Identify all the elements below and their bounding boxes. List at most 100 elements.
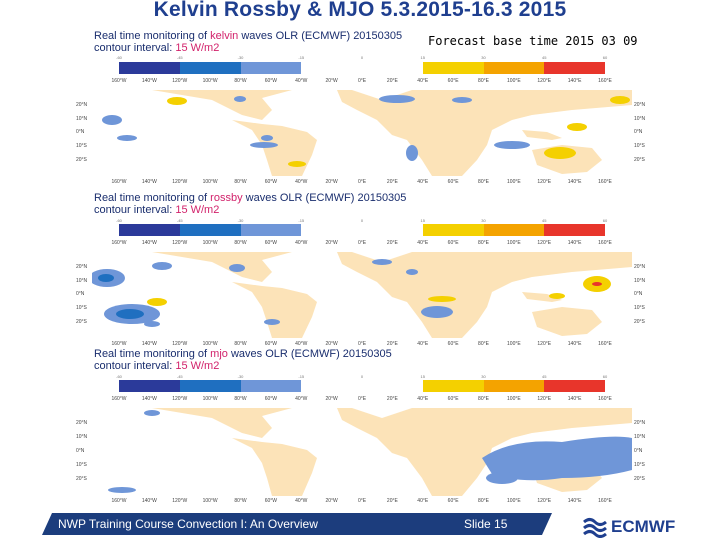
- colorbar-segment: [240, 380, 302, 392]
- olr-anomaly: [567, 123, 587, 131]
- olr-anomaly: [229, 264, 245, 272]
- colorbar-tick-label: 15: [420, 55, 425, 60]
- lon-tick-label: 100°E: [507, 240, 521, 246]
- panel-title-suffix: waves OLR (ECMWF) 20150305: [242, 192, 407, 204]
- land-area: [532, 307, 602, 336]
- colorbar-tick-label: -60: [116, 374, 122, 379]
- panel-title-suffix: waves OLR (ECMWF) 20150305: [238, 30, 403, 42]
- lon-tick-label: 60°W: [264, 341, 278, 347]
- colorbar-tick-label: 45: [542, 218, 547, 223]
- lat-axis-left-kelvin: 20°N 10°N 0°N 10°S 20°S: [74, 92, 92, 176]
- lon-tick-label: 120°E: [537, 240, 552, 246]
- lat-tick-label: 20°N: [634, 102, 646, 109]
- colorbar-tick-label: -30: [237, 218, 244, 223]
- lon-tick-label: 80°E: [478, 498, 489, 504]
- lon-tick-label: 160°E: [598, 240, 612, 246]
- olr-anomaly: [102, 115, 122, 125]
- olr-anomaly: [486, 472, 518, 484]
- panel-title-prefix: Real time monitoring of: [94, 192, 211, 204]
- lat-tick-label: 20°S: [634, 156, 645, 163]
- lat-tick-label: 20°S: [76, 156, 87, 163]
- lon-axis-bottom-kelvin: 160°W 140°W 120°W 100°W 80°W 60°W 40°W 20°W 0°E 2…: [92, 179, 632, 189]
- lat-tick-label: 0°N: [634, 291, 643, 298]
- colorbar-segment: [301, 380, 362, 392]
- lon-tick-label: 140°E: [567, 78, 582, 84]
- panel-title-suffix: waves OLR (ECMWF) 20150305: [227, 348, 392, 360]
- lon-tick-label: 60°E: [447, 179, 459, 185]
- lon-tick-label: 60°E: [447, 396, 459, 402]
- lon-tick-label: 20°E: [386, 341, 398, 347]
- lon-tick-label: 20°E: [386, 396, 398, 402]
- lon-tick-label: 80°W: [234, 341, 247, 347]
- olr-anomaly: [144, 410, 160, 416]
- lon-tick-label: 160°E: [598, 179, 612, 185]
- lat-tick-label: 20°S: [76, 318, 87, 325]
- colorbar-segment: [301, 224, 362, 236]
- lon-tick-label: 100°W: [202, 179, 218, 185]
- wave-kind-rossby: rossby: [210, 192, 243, 204]
- lon-tick-label: 40°W: [295, 498, 308, 504]
- olr-anomaly: [234, 96, 246, 102]
- wave-kind-kelvin: kelvin: [210, 30, 239, 42]
- colorbar-tick-label: 30: [481, 218, 486, 223]
- lat-tick-label: 0°N: [76, 129, 85, 136]
- colorbar-rossby: [119, 224, 605, 236]
- lon-tick-label: 120°W: [172, 396, 188, 402]
- lon-tick-label: 80°E: [478, 396, 489, 402]
- lon-tick-label: 0°E: [357, 341, 367, 347]
- lon-axis-top-mjo: 160°W 140°W 120°W 100°W 80°W 60°W 40°W 20°W 0°E 2…: [92, 396, 632, 406]
- olr-anomaly: [428, 296, 456, 302]
- olr-anomaly: [288, 161, 306, 167]
- land-area: [92, 90, 292, 120]
- lon-tick-label: 100°E: [507, 179, 521, 185]
- lon-tick-label: 60°E: [447, 498, 459, 504]
- colorbar-segment: [544, 62, 605, 74]
- colorbar-tick-label: 0: [360, 218, 364, 223]
- olr-anomaly: [147, 298, 167, 306]
- colorbar-mjo: [119, 380, 605, 392]
- olr-anomaly: [421, 306, 453, 318]
- land-area: [92, 408, 292, 438]
- panel-header-rossby: Real time monitoring of rossby waves OLR…: [94, 192, 406, 216]
- olr-anomaly: [406, 269, 418, 275]
- lon-tick-label: 60°E: [447, 341, 459, 347]
- colorbar-segment: [422, 224, 484, 236]
- colorbar-tick-label: -15: [298, 55, 305, 60]
- anomalies: [92, 259, 611, 327]
- lon-tick-label: 80°E: [478, 341, 489, 347]
- colorbar-tick-label: 45: [542, 55, 547, 60]
- olr-anomaly: [610, 96, 630, 104]
- colorbar-tick-label: -45: [176, 218, 183, 223]
- lon-tick-label: 40°E: [417, 240, 429, 246]
- colorbar-tick-label: 15: [420, 374, 425, 379]
- olr-anomaly: [152, 262, 172, 270]
- lon-tick-label: 80°E: [478, 78, 489, 84]
- colorbar-tick-label: -15: [298, 218, 305, 223]
- land-area: [232, 120, 317, 176]
- lat-tick-label: 10°S: [76, 462, 87, 469]
- lon-axis-top-rossby: 160°W 140°W 120°W 100°W 80°W 60°W 40°W 20°W 0°E 2…: [92, 240, 632, 250]
- lon-tick-label: 120°W: [172, 78, 188, 84]
- land-area: [337, 90, 632, 176]
- olr-anomaly: [264, 319, 280, 325]
- lon-tick-label: 140°E: [567, 396, 582, 402]
- panel-header-mjo: Real time monitoring of mjo waves OLR (E…: [94, 348, 392, 372]
- lon-tick-label: 140°E: [567, 341, 582, 347]
- lat-tick-label: 20°N: [634, 420, 646, 427]
- lon-tick-label: 20°W: [325, 341, 338, 347]
- land-area: [522, 292, 562, 302]
- lon-axis-top-kelvin: 160°W 140°W 120°W 100°W 80°W 60°W 40°W 20°W 0°E 2…: [92, 78, 632, 88]
- slide-footer: NWP Training Course Convection I: An Ove…: [0, 510, 720, 540]
- lon-tick-label: 80°E: [478, 240, 489, 246]
- panel-title-prefix: Real time monitoring of: [94, 348, 211, 360]
- lon-tick-label: 140°E: [567, 179, 582, 185]
- colorbar-tick-label: 60: [602, 55, 608, 60]
- colorbar-tick-label: 60: [602, 218, 608, 223]
- colorbar-segment: [179, 224, 241, 236]
- lon-tick-label: 80°W: [234, 240, 247, 246]
- lat-tick-label: 0°N: [634, 129, 643, 136]
- lon-tick-label: 20°E: [386, 498, 398, 504]
- lon-tick-label: 160°E: [598, 341, 612, 347]
- colorbar-segment: [544, 380, 605, 392]
- forecast-base-time: Forecast base time 2015 03 09: [428, 34, 638, 48]
